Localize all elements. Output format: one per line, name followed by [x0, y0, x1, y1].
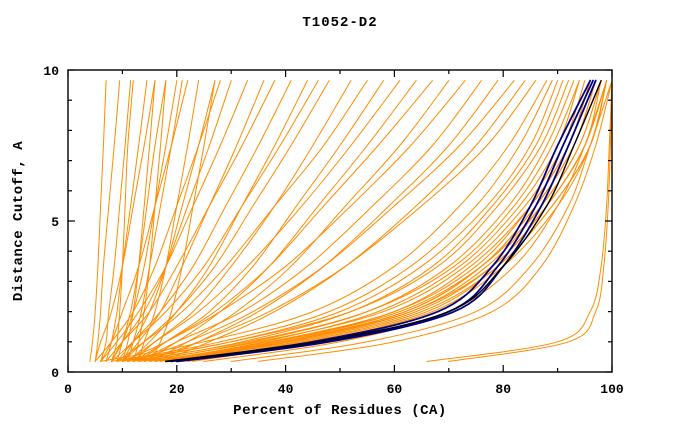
- model-curve: [426, 80, 613, 362]
- x-axis-label: Percent of Residues (CA): [233, 403, 447, 419]
- x-tick-label: 0: [64, 382, 72, 397]
- x-tick-label: 20: [169, 382, 185, 397]
- model-curve: [138, 80, 482, 362]
- model-curve: [132, 80, 515, 362]
- model-curve: [121, 80, 265, 362]
- model-curve: [111, 80, 319, 362]
- model-curve: [143, 80, 575, 362]
- model-curve: [111, 80, 553, 362]
- y-tick-label: 10: [43, 64, 59, 79]
- tick-labels: 0 20 40 60 80 100 0 5 10: [43, 64, 624, 397]
- model-curve: [94, 80, 156, 362]
- model-curve: [143, 80, 537, 362]
- model-curve: [230, 80, 613, 362]
- model-curve: [257, 80, 613, 362]
- model-curve: [154, 80, 602, 362]
- model-curve: [111, 80, 134, 362]
- model-curve: [132, 80, 564, 362]
- y-axis-label: Distance Cutoff, A: [11, 141, 27, 301]
- model-curve: [105, 80, 148, 362]
- reference-curve: [165, 79, 602, 363]
- model-curve: [116, 80, 368, 362]
- model-curve: [111, 80, 178, 362]
- x-tick-label: 60: [387, 382, 403, 397]
- model-curve: [121, 80, 466, 362]
- model-curve: [127, 80, 308, 362]
- model-curve: [132, 80, 167, 362]
- curves: [89, 79, 613, 363]
- model-curve: [448, 80, 613, 362]
- model-curve: [100, 80, 548, 362]
- model-curve: [154, 80, 580, 362]
- model-curve: [100, 80, 248, 362]
- y-tick-label: 5: [51, 215, 59, 230]
- model-curve: [94, 80, 121, 362]
- tick-marks: [67, 69, 613, 373]
- model-curve: [116, 80, 569, 362]
- model-curve: [94, 80, 221, 362]
- model-curve: [127, 80, 580, 362]
- model-curve: [127, 80, 401, 362]
- chart-title: T1052-D2: [302, 15, 377, 31]
- x-tick-label: 80: [495, 382, 511, 397]
- x-tick-label: 40: [278, 382, 294, 397]
- model-curve: [89, 80, 107, 362]
- highlight-curve: [175, 79, 597, 363]
- model-curve: [105, 80, 276, 362]
- x-tick-label: 100: [600, 382, 624, 397]
- y-tick-label: 0: [51, 366, 59, 381]
- model-curve: [203, 80, 608, 362]
- model-curve: [100, 80, 132, 362]
